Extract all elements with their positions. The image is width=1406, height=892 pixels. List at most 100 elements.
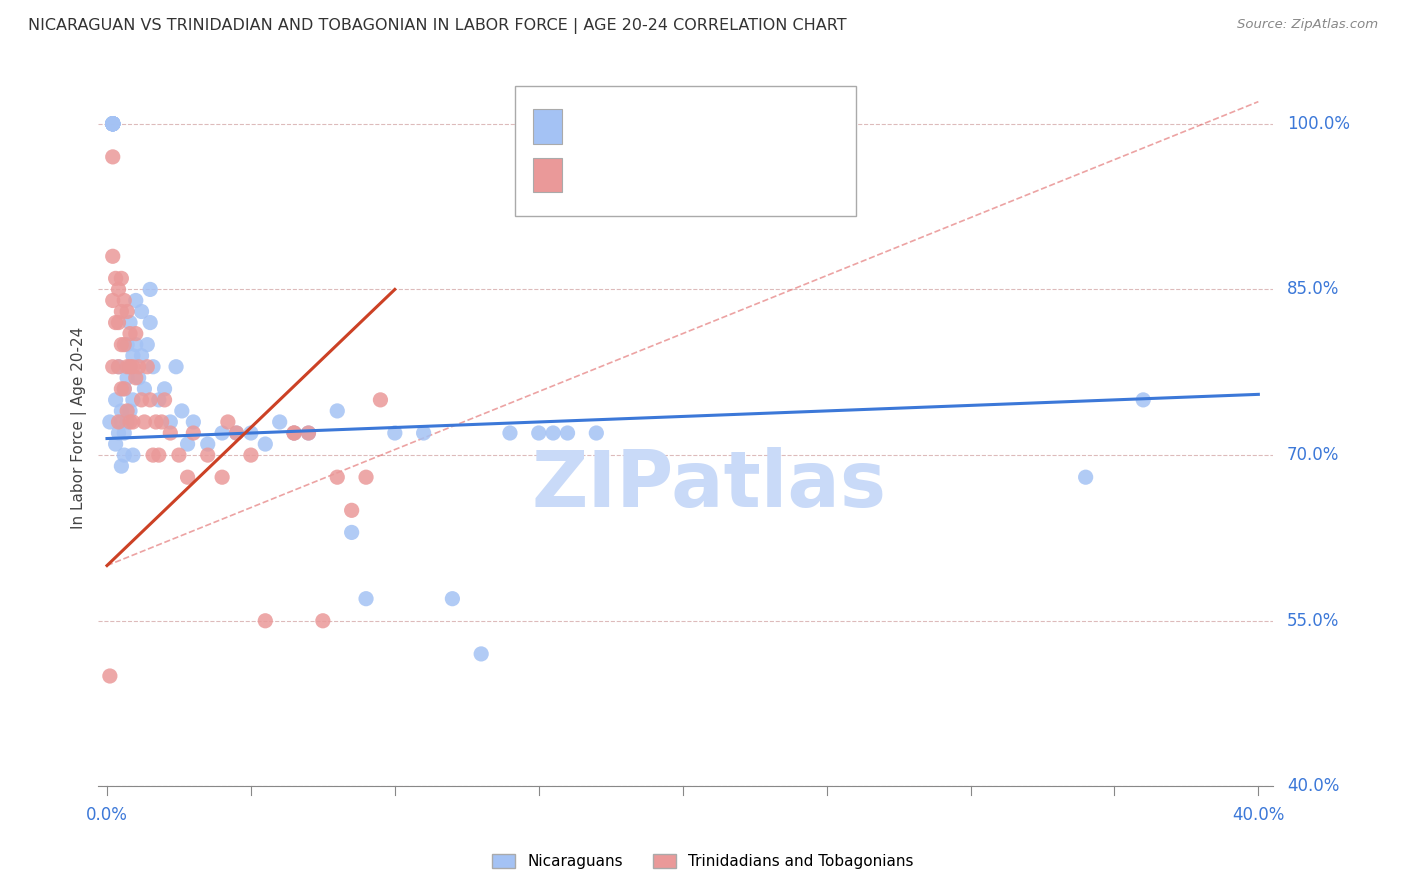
Point <box>107 415 129 429</box>
Point <box>183 425 205 440</box>
Point <box>541 425 564 440</box>
Point <box>107 359 129 374</box>
Point <box>326 470 349 484</box>
Point <box>104 316 127 330</box>
Point <box>101 359 124 374</box>
Point <box>104 437 127 451</box>
Point <box>176 437 198 451</box>
Point <box>225 425 247 440</box>
Text: 55.0%: 55.0% <box>1286 612 1339 630</box>
Point <box>128 371 150 385</box>
Text: Source: ZipAtlas.com: Source: ZipAtlas.com <box>1237 18 1378 31</box>
Point <box>269 415 291 429</box>
Point <box>283 425 305 440</box>
Point <box>101 117 124 131</box>
Point <box>104 392 127 407</box>
Point <box>101 117 124 131</box>
Point <box>98 669 121 683</box>
Point <box>112 382 135 396</box>
Point <box>101 293 124 308</box>
Point <box>470 647 492 661</box>
Point <box>142 448 165 462</box>
Text: 70.0%: 70.0% <box>1286 446 1339 464</box>
Point <box>150 415 173 429</box>
Point <box>115 404 138 418</box>
Text: 40.0%: 40.0% <box>1232 806 1285 824</box>
Point <box>142 359 165 374</box>
Text: 85.0%: 85.0% <box>1286 280 1339 299</box>
Point <box>131 349 153 363</box>
Point <box>101 117 124 131</box>
Point <box>107 316 129 330</box>
FancyBboxPatch shape <box>533 110 562 144</box>
Point <box>170 404 193 418</box>
Point <box>557 425 579 440</box>
Point <box>107 425 129 440</box>
Point <box>153 382 176 396</box>
Point <box>239 448 262 462</box>
Point <box>118 359 141 374</box>
Point <box>1132 392 1154 407</box>
Point <box>254 437 277 451</box>
Point <box>354 591 377 606</box>
Point <box>139 392 162 407</box>
Point <box>101 117 124 131</box>
Point <box>122 448 145 462</box>
Point <box>153 392 176 407</box>
Point <box>527 425 550 440</box>
Point <box>122 392 145 407</box>
Point <box>110 459 132 474</box>
Point <box>118 326 141 341</box>
Point <box>128 359 150 374</box>
Point <box>101 117 124 131</box>
Point <box>112 425 135 440</box>
Point <box>110 415 132 429</box>
Point <box>1074 470 1097 484</box>
Point <box>110 337 132 351</box>
Point <box>122 415 145 429</box>
Point <box>101 150 124 164</box>
Point <box>107 282 129 296</box>
Point <box>176 470 198 484</box>
Point <box>197 437 219 451</box>
Point <box>197 448 219 462</box>
Point <box>112 382 135 396</box>
Point <box>115 359 138 374</box>
Legend: Nicaraguans, Trinidadians and Tobagonians: Nicaraguans, Trinidadians and Tobagonian… <box>486 848 920 875</box>
FancyBboxPatch shape <box>515 87 856 216</box>
Point <box>101 117 124 131</box>
Text: N = 56: N = 56 <box>697 166 765 184</box>
Point <box>125 326 148 341</box>
Point <box>354 470 377 484</box>
Y-axis label: In Labor Force | Age 20-24: In Labor Force | Age 20-24 <box>72 326 87 529</box>
Point <box>118 415 141 429</box>
Point <box>340 503 363 517</box>
Point <box>211 470 233 484</box>
Point <box>139 316 162 330</box>
Point <box>122 349 145 363</box>
Point <box>136 337 159 351</box>
Point <box>412 425 434 440</box>
Point <box>136 359 159 374</box>
Point <box>101 117 124 131</box>
Point <box>297 425 319 440</box>
Point <box>297 425 319 440</box>
Point <box>283 425 305 440</box>
Point <box>118 404 141 418</box>
Point <box>159 425 181 440</box>
Point <box>101 117 124 131</box>
Point <box>110 304 132 318</box>
Point <box>217 415 239 429</box>
Point <box>112 293 135 308</box>
Point <box>134 382 156 396</box>
Point <box>101 249 124 263</box>
Point <box>370 392 392 407</box>
Point <box>441 591 464 606</box>
Point <box>134 415 156 429</box>
Point <box>115 415 138 429</box>
Point <box>112 448 135 462</box>
FancyBboxPatch shape <box>533 158 562 192</box>
Text: 40.0%: 40.0% <box>1286 778 1339 796</box>
Point <box>167 448 190 462</box>
Point <box>122 359 145 374</box>
